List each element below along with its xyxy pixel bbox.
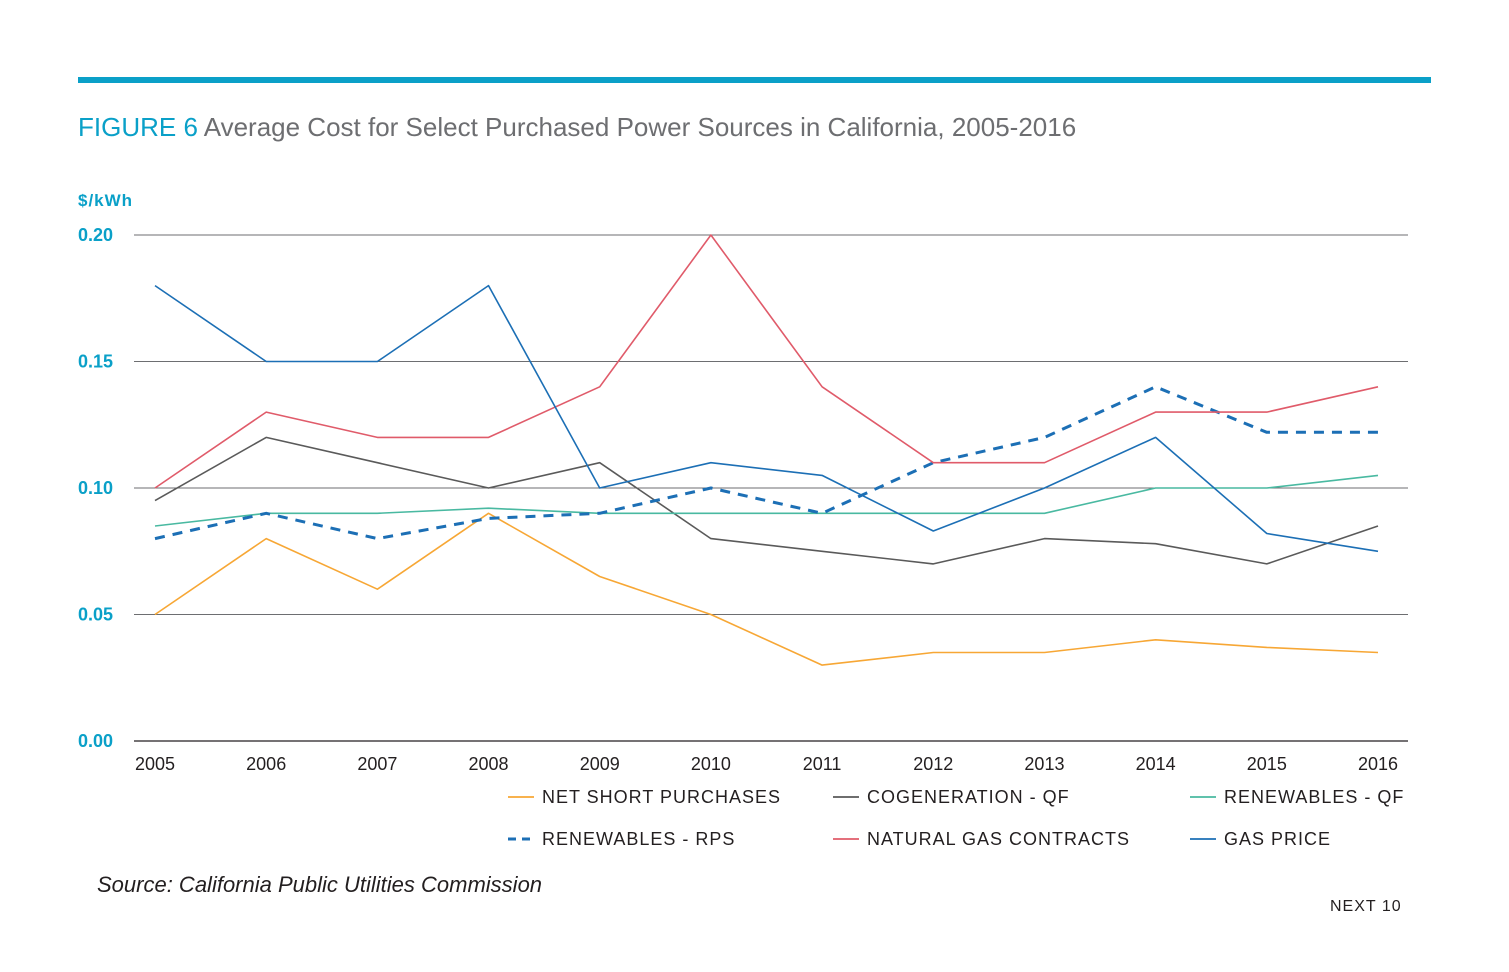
brand-label: NEXT 10 <box>1330 898 1402 915</box>
legend-label: NET SHORT PURCHASES <box>542 787 781 807</box>
y-tick-label: 0.00 <box>78 731 113 751</box>
source-note: Source: California Public Utilities Comm… <box>97 872 543 897</box>
series-line <box>154 512 1379 666</box>
series-line <box>154 385 1378 541</box>
x-tick-labels: 2005 2006 2007 2008 2009 2010 2011 2012 2013 2014… <box>135 754 1398 774</box>
y-tick-label: 0.20 <box>78 225 113 245</box>
x-tick-label: 2005 <box>135 754 175 774</box>
x-tick-label: 2016 <box>1358 754 1398 774</box>
x-tick-label: 2011 <box>803 754 842 774</box>
series-line <box>154 284 1379 553</box>
y-tick-label: 0.15 <box>78 352 113 372</box>
figure-label: FIGURE 6 <box>78 112 198 142</box>
x-tick-label: 2008 <box>469 754 509 774</box>
x-tick-label: 2012 <box>913 754 953 774</box>
series-lines <box>154 234 1379 666</box>
legend-label: NATURAL GAS CONTRACTS <box>867 829 1130 849</box>
legend: NET SHORT PURCHASES COGENERATION - QF RENE… <box>508 787 1404 849</box>
series-line <box>154 474 1379 527</box>
x-tick-label: 2006 <box>246 754 286 774</box>
y-tick-labels: 0.00 0.05 0.10 0.15 0.20 <box>78 225 113 751</box>
top-accent-bar <box>78 77 1431 83</box>
y-tick-label: 0.10 <box>78 478 113 498</box>
series-line <box>154 436 1379 565</box>
x-tick-label: 2007 <box>357 754 397 774</box>
figure-title: FIGURE 6 Average Cost for Select Purchas… <box>78 112 1076 143</box>
x-tick-label: 2014 <box>1136 754 1176 774</box>
x-tick-label: 2013 <box>1024 754 1064 774</box>
x-tick-label: 2009 <box>580 754 620 774</box>
legend-label: RENEWABLES - QF <box>1224 787 1404 807</box>
x-tick-label: 2010 <box>691 754 731 774</box>
series-line <box>154 234 1379 489</box>
legend-label: RENEWABLES - RPS <box>542 829 735 849</box>
legend-label: COGENERATION - QF <box>867 787 1070 807</box>
y-tick-label: 0.05 <box>78 605 113 625</box>
figure-title-text: Average Cost for Select Purchased Power … <box>197 112 1077 142</box>
x-tick-label: 2015 <box>1247 754 1287 774</box>
y-axis-label: $/kWh <box>78 191 133 210</box>
legend-label: GAS PRICE <box>1224 829 1331 849</box>
